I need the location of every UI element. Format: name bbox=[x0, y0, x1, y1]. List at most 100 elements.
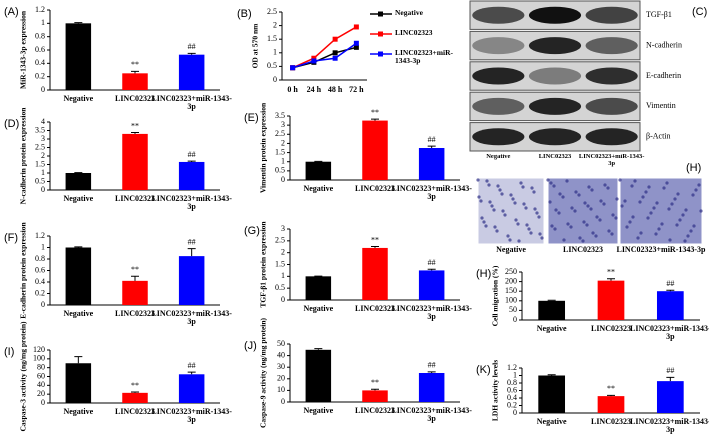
cell bbox=[614, 216, 618, 220]
y-tick-label: 0 bbox=[513, 315, 517, 324]
cell bbox=[623, 199, 627, 203]
lane-label: LINC02323+miR-1343-3p bbox=[578, 154, 645, 167]
bar bbox=[178, 161, 205, 190]
bar bbox=[65, 23, 92, 90]
band bbox=[585, 37, 638, 55]
x-tick-label-box: LINC02323 bbox=[355, 185, 395, 193]
panel-label: (A) bbox=[4, 6, 19, 18]
cell bbox=[484, 224, 488, 228]
x-tick-label: 48 h bbox=[328, 85, 343, 94]
y-tick-label: 0.5 bbox=[275, 283, 285, 292]
y-axis-label: Cell migration (%) bbox=[491, 265, 500, 326]
cell bbox=[490, 204, 494, 208]
bar bbox=[65, 247, 92, 305]
panel-label: (G) bbox=[244, 225, 260, 237]
protein-label: N-cadherin bbox=[646, 40, 682, 49]
annotation: ## bbox=[188, 237, 196, 246]
annotation: ## bbox=[428, 135, 436, 144]
error-bar bbox=[74, 22, 83, 24]
cell bbox=[476, 178, 480, 182]
cell bbox=[591, 231, 595, 235]
annotation: ** bbox=[131, 60, 139, 69]
error-bar bbox=[547, 374, 556, 376]
bar bbox=[122, 392, 148, 403]
cell bbox=[678, 218, 682, 222]
cell bbox=[557, 211, 561, 215]
legend-label: LINC02323 bbox=[395, 29, 433, 37]
error-bar bbox=[666, 289, 675, 292]
bar bbox=[305, 161, 332, 180]
y-tick-label: 1 bbox=[41, 168, 45, 177]
cell bbox=[573, 209, 577, 213]
error-bar bbox=[371, 246, 379, 248]
band bbox=[528, 6, 582, 24]
error-bar bbox=[427, 145, 436, 148]
panel-label: (F) bbox=[4, 232, 18, 244]
annotation: ** bbox=[607, 384, 615, 393]
y-tick-label: 10 bbox=[277, 385, 285, 394]
cell bbox=[527, 227, 531, 231]
cell bbox=[590, 188, 594, 192]
cell bbox=[675, 223, 679, 227]
band bbox=[528, 97, 582, 115]
x-tick-label: Negative bbox=[303, 407, 334, 415]
x-tick-label: Negative bbox=[536, 325, 567, 333]
bar bbox=[538, 300, 566, 320]
cell bbox=[532, 190, 536, 194]
bar bbox=[418, 373, 445, 402]
cell bbox=[618, 178, 622, 182]
x-tick-label: 24 h bbox=[307, 85, 322, 94]
cell bbox=[638, 200, 642, 204]
band bbox=[528, 128, 582, 146]
cell bbox=[654, 232, 658, 236]
error-bar bbox=[131, 275, 139, 281]
y-tick-label: 0 bbox=[273, 75, 277, 84]
cell bbox=[684, 208, 688, 212]
cell bbox=[620, 204, 624, 208]
protein-label: E-cadherin bbox=[646, 71, 681, 80]
cell bbox=[649, 211, 653, 215]
cell bbox=[530, 186, 534, 190]
lane-label-box: LINC02323 bbox=[539, 154, 572, 160]
x-tick-label-box: Negative bbox=[63, 195, 94, 203]
y-tick-label: 0 bbox=[41, 398, 45, 407]
y-tick-label: 3 bbox=[41, 134, 45, 143]
cell bbox=[533, 207, 537, 211]
y-tick-label: 100 bbox=[505, 296, 517, 305]
y-tick-label: 150 bbox=[505, 286, 517, 295]
cell bbox=[488, 200, 492, 204]
cell bbox=[501, 209, 505, 213]
cell bbox=[603, 183, 607, 187]
cell bbox=[485, 179, 489, 183]
x-tick-label-box: LINC02323+miR-1343-3p bbox=[391, 305, 472, 321]
y-tick-label: 50 bbox=[509, 305, 517, 314]
legend-marker bbox=[378, 51, 383, 57]
x-tick-label: LINC02323+miR-1343-3p bbox=[391, 185, 472, 202]
cell bbox=[517, 239, 521, 243]
x-tick-label: Negative bbox=[63, 95, 94, 103]
cell bbox=[692, 224, 696, 228]
y-tick-label: 40 bbox=[37, 380, 45, 389]
x-tick-label: Negative bbox=[63, 195, 94, 203]
cell bbox=[519, 181, 523, 185]
cell bbox=[699, 209, 703, 213]
error-bar bbox=[371, 388, 379, 391]
cell bbox=[503, 213, 507, 217]
x-tick-label: LINC02323+miR-1343-3p bbox=[151, 195, 232, 212]
bar bbox=[362, 247, 388, 300]
y-tick-label: 0.8 bbox=[35, 254, 45, 263]
y-tick-label: 0 bbox=[41, 85, 45, 94]
y-tick-label: 20 bbox=[37, 389, 45, 398]
cell bbox=[633, 179, 637, 183]
x-tick-label-box: LINC02323 bbox=[115, 408, 155, 416]
image-label: Negative bbox=[496, 246, 526, 254]
y-tick-label: 50 bbox=[277, 339, 285, 348]
x-tick-label: Negative bbox=[303, 305, 334, 313]
y-axis-label: MiR-1343-3p expression bbox=[19, 10, 28, 89]
y-tick-label: 1 bbox=[41, 18, 45, 27]
y-tick-label: 0.8 bbox=[35, 31, 45, 40]
cell bbox=[660, 222, 664, 226]
x-tick-label: LINC02323 bbox=[590, 418, 631, 426]
annotation: ** bbox=[131, 381, 139, 390]
